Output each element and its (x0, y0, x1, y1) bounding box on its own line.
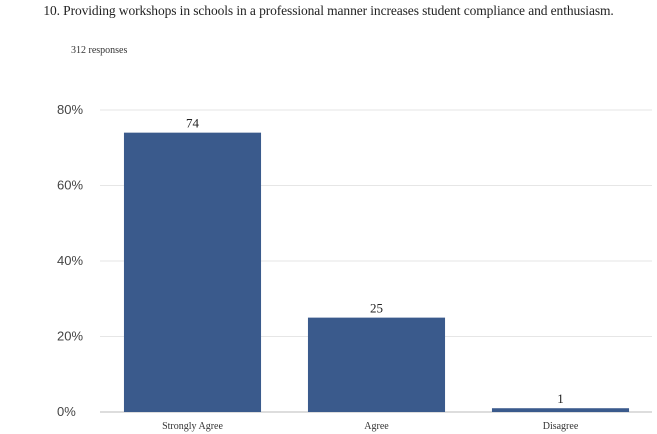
x-tick-label-agree: Agree (364, 421, 389, 432)
bar-strongly-agree (123, 132, 262, 412)
y-tick-label-80: 80% (57, 102, 83, 117)
y-tick-label-40: 40% (57, 253, 83, 268)
bar-agree (307, 317, 446, 412)
responses-count: 312 responses (71, 45, 128, 56)
y-tick-label-20: 20% (57, 329, 83, 344)
data-label-disagree: 1 (557, 391, 564, 406)
data-label-strongly-agree: 74 (186, 116, 200, 131)
x-tick-label-disagree: Disagree (543, 421, 579, 432)
y-tick-label-0: 0% (57, 404, 76, 419)
y-tick-label-60: 60% (57, 178, 83, 193)
bar-disagree (491, 408, 630, 412)
data-label-agree: 25 (370, 301, 383, 316)
x-tick-label-strongly-agree: Strongly Agree (162, 421, 223, 432)
chart-title: 10. Providing workshops in schools in a … (43, 3, 614, 18)
